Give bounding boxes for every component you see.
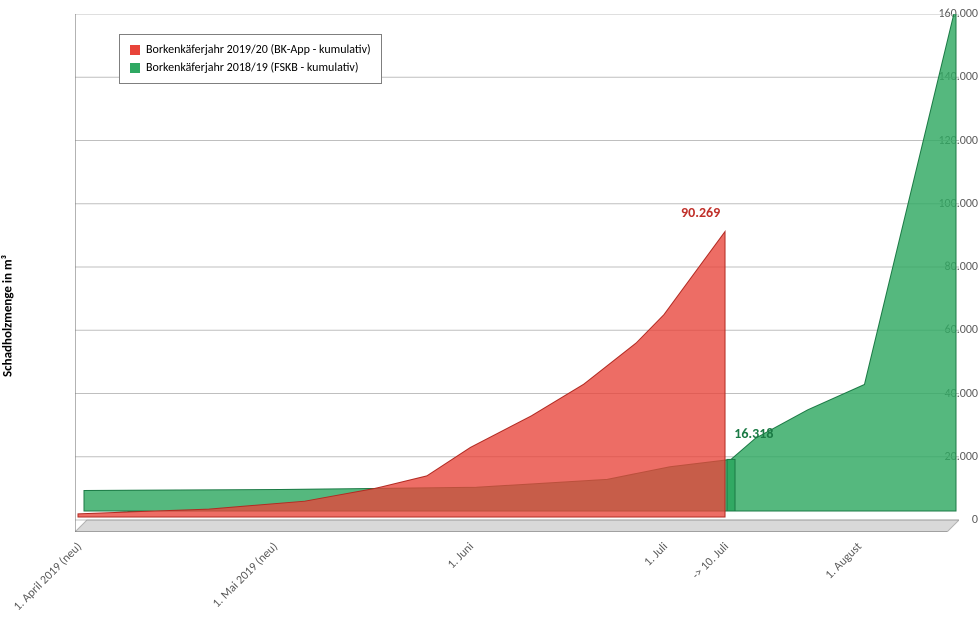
x-tick-label: 1. Juni	[445, 540, 477, 572]
legend-item: Borkenkäferjahr 2019/20 (BK-App - kumula…	[130, 41, 371, 59]
x-tick-label: 1. August	[823, 540, 865, 582]
x-tick-label: 1. Mai 2019 (neu)	[210, 540, 281, 611]
legend-swatch	[130, 45, 140, 55]
x-tick-label: -> 10. Juli	[690, 540, 732, 582]
series-data-label: 90.269	[681, 204, 720, 221]
y-axis-title: Schadholzmenge in m³	[1, 255, 16, 377]
legend-item: Borkenkäferjahr 2018/19 (FSKB - kumulati…	[130, 59, 371, 77]
plot-area	[75, 14, 959, 532]
legend-label: Borkenkäferjahr 2018/19 (FSKB - kumulati…	[146, 59, 358, 77]
area-chart: Schadholzmenge in m³ 020.00040.00060.000…	[0, 0, 978, 632]
legend-label: Borkenkäferjahr 2019/20 (BK-App - kumula…	[146, 41, 371, 59]
x-tick-label: 1. April 2019 (neu)	[11, 540, 85, 614]
series-data-label: 16.318	[734, 425, 773, 442]
x-tick-label: 1. Juli	[642, 540, 671, 569]
legend: Borkenkäferjahr 2019/20 (BK-App - kumula…	[119, 34, 382, 84]
legend-swatch	[130, 63, 140, 73]
